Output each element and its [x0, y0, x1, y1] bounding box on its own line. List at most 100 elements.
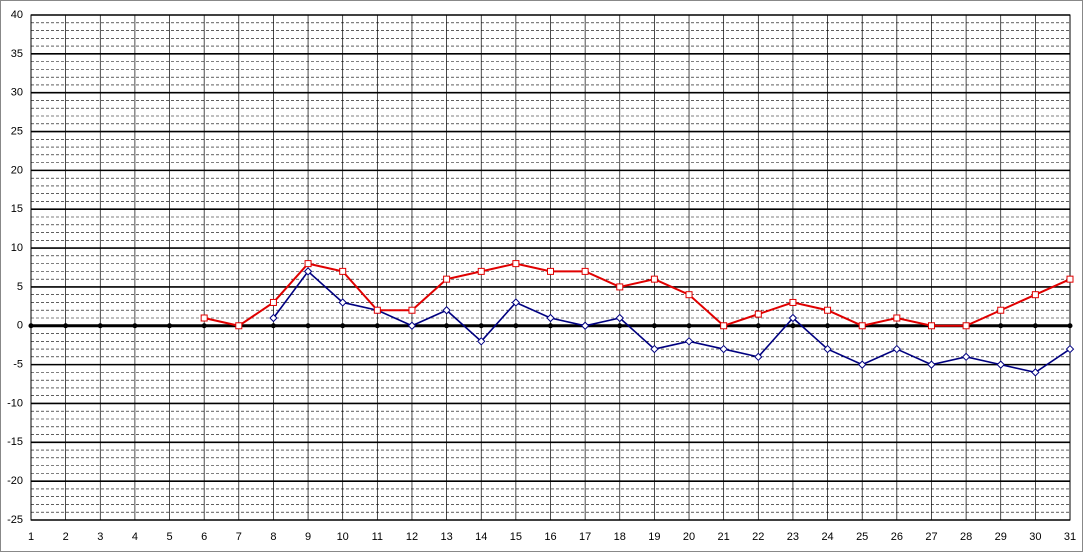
x-tick-label: 4: [132, 531, 138, 543]
x-tick-label: 13: [440, 531, 452, 543]
point: [340, 323, 346, 329]
x-tick-label: 30: [1029, 531, 1041, 543]
point: [547, 267, 554, 275]
point: [581, 267, 589, 275]
x-tick-label: 24: [821, 531, 833, 543]
x-tick-label: 27: [925, 531, 937, 543]
x-tick-label: 26: [891, 531, 903, 543]
point: [998, 323, 1004, 329]
point: [442, 306, 451, 315]
point: [408, 306, 416, 314]
x-tick-label: 9: [305, 531, 311, 543]
point: [1067, 323, 1073, 329]
point: [754, 310, 762, 318]
point: [477, 267, 485, 275]
y-tick-label: 0: [17, 320, 23, 332]
series-line: [203, 262, 1071, 327]
point: [997, 306, 1005, 314]
point: [825, 323, 831, 329]
point: [755, 323, 761, 329]
x-tick-label: 21: [718, 531, 730, 543]
point: [304, 260, 312, 268]
point: [444, 323, 450, 329]
y-tick-label: 35: [11, 48, 23, 60]
y-tick-label: -25: [7, 514, 23, 526]
x-tick-label: 20: [683, 531, 695, 543]
point: [167, 323, 173, 329]
point: [303, 267, 313, 276]
point: [996, 360, 1005, 369]
point: [789, 298, 797, 306]
y-tick-label: 15: [11, 203, 23, 215]
point: [269, 298, 277, 306]
point: [616, 283, 624, 291]
x-tick-label: 22: [752, 531, 764, 543]
point: [893, 314, 901, 322]
point: [790, 323, 796, 329]
point: [684, 337, 694, 346]
y-tick-label: 40: [11, 9, 23, 21]
point: [548, 323, 553, 329]
point: [374, 323, 380, 329]
point: [1031, 291, 1039, 299]
point: [97, 323, 103, 329]
x-tick-label: 31: [1064, 531, 1076, 543]
point: [270, 323, 276, 329]
y-tick-label: 30: [11, 87, 23, 99]
y-tick-label: 5: [17, 281, 23, 293]
point: [373, 306, 381, 314]
point: [512, 260, 520, 268]
x-tick-label: 16: [544, 531, 556, 543]
y-tick-label: -5: [13, 359, 23, 371]
point: [1032, 323, 1038, 329]
point: [580, 321, 590, 330]
x-tick-label: 10: [337, 531, 349, 543]
y-tick-label: 10: [11, 242, 23, 254]
point: [407, 321, 417, 330]
x-tick-label: 11: [372, 531, 383, 543]
point: [617, 323, 623, 329]
point: [305, 323, 311, 329]
point: [962, 322, 970, 330]
point: [754, 352, 763, 362]
point: [615, 313, 624, 323]
x-tick-label: 7: [236, 531, 242, 543]
point: [1031, 368, 1040, 377]
point: [788, 313, 798, 323]
point: [1066, 275, 1074, 283]
point: [478, 323, 484, 329]
y-tick-label: 20: [11, 164, 23, 176]
x-tick-label: 3: [97, 531, 103, 543]
point: [927, 322, 935, 330]
x-tick-label: 25: [856, 531, 868, 543]
x-tick-label: 18: [614, 531, 626, 543]
point: [651, 323, 657, 329]
point: [338, 298, 347, 307]
x-tick-label: 23: [787, 531, 799, 543]
point: [546, 313, 555, 323]
point: [892, 344, 902, 354]
x-tick-label: 17: [579, 531, 591, 543]
point: [339, 267, 347, 275]
point: [269, 313, 278, 323]
point: [1065, 344, 1075, 354]
point: [894, 323, 900, 329]
point: [477, 337, 486, 346]
point: [650, 344, 659, 354]
y-tick-label: -10: [7, 397, 23, 409]
y-tick-label: -15: [7, 436, 23, 448]
point: [719, 344, 728, 354]
point: [823, 344, 832, 354]
point: [235, 322, 243, 330]
x-tick-label: 15: [510, 531, 522, 543]
point: [63, 323, 69, 329]
x-tick-label: 6: [201, 531, 207, 543]
point: [824, 306, 832, 314]
point: [132, 323, 138, 329]
y-tick-label: -20: [7, 475, 23, 487]
x-tick-label: 14: [475, 531, 487, 543]
x-tick-label: 1: [28, 531, 34, 543]
x-tick-label: 12: [406, 531, 418, 543]
x-tick-label: 29: [995, 531, 1007, 543]
